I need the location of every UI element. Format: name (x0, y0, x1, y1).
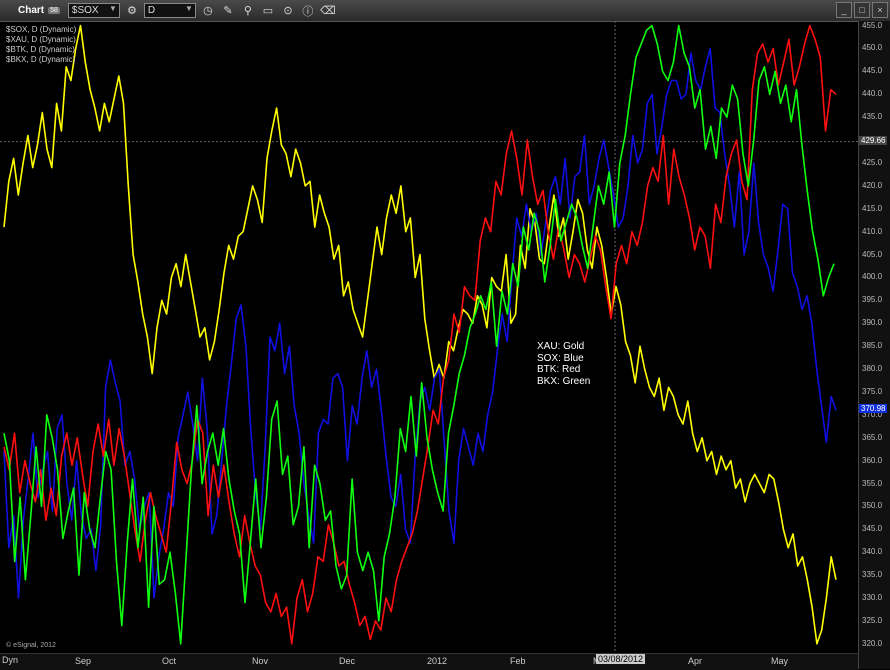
legend-item[interactable]: $BTK, D (Dynamic) (6, 45, 75, 54)
maximize-icon[interactable]: □ (854, 2, 870, 18)
y-tick-label: 365.0 (862, 432, 883, 442)
close-icon[interactable]: × (872, 2, 888, 18)
y-tick-label: 410.0 (862, 226, 883, 236)
price-tag: 429.66 (859, 135, 888, 145)
y-tick-label: 360.0 (862, 455, 883, 465)
y-tick-label: 375.0 (862, 386, 883, 396)
note-line: BKX: Green (537, 375, 591, 387)
chart-toolbar: Chart 58 $SOX ▼ ⚙ D ▼ ◷ ✎ ⚲ ▭ ⊙ ⓘ ⌫ _ □ × (0, 0, 890, 22)
minimize-icon[interactable]: _ (836, 2, 852, 18)
y-tick-label: 400.0 (862, 272, 883, 282)
info-icon[interactable]: ⓘ (302, 5, 314, 18)
y-tick-label: 405.0 (862, 249, 883, 259)
time-icon[interactable]: ◷ (203, 5, 213, 17)
x-tick-label: Nov (252, 656, 269, 666)
y-tick-label: 320.0 (862, 638, 883, 648)
legend-item[interactable]: $XAU, D (Dynamic) (6, 35, 76, 44)
y-tick-label: 440.0 (862, 89, 883, 99)
x-tick-label: 2012 (427, 656, 448, 666)
y-tick-label: 455.0 (862, 20, 883, 30)
chevron-down-icon: ▼ (185, 4, 193, 13)
symbol-input[interactable]: $SOX ▼ (67, 3, 120, 18)
y-tick-label: 450.0 (862, 43, 883, 53)
y-tick-label: 390.0 (862, 318, 883, 328)
dynamic-label[interactable]: Dyn (2, 655, 19, 665)
series-line-btk (3, 24, 837, 645)
window-badge: 58 (48, 7, 60, 14)
copyright-text: © eSignal, 2012 (6, 642, 56, 649)
x-tick-label: Oct (162, 656, 177, 666)
y-tick-label: 355.0 (862, 478, 883, 488)
y-tick-label: 385.0 (862, 341, 883, 351)
link-icon[interactable]: ⚲ (243, 5, 252, 17)
y-tick-label: 370.0 (862, 409, 883, 419)
cursor-date-tag: 03/08/2012 (596, 654, 646, 664)
play-icon[interactable]: ⊙ (283, 5, 293, 17)
template-icon[interactable]: ▭ (262, 5, 274, 17)
y-tick-label: 325.0 (862, 615, 883, 625)
y-tick-label: 415.0 (862, 203, 883, 213)
symbol-settings-icon[interactable]: ⚙ (126, 5, 137, 17)
x-tick-label: Feb (510, 656, 526, 666)
x-tick-label: Dec (339, 656, 356, 666)
x-tick-label: Apr (688, 656, 703, 666)
draw-pen-icon[interactable]: ✎ (223, 5, 233, 17)
y-tick-label: 380.0 (862, 364, 883, 374)
y-tick-label: 345.0 (862, 524, 883, 534)
note-line: BTK: Red (537, 364, 581, 375)
y-tick-label: 335.0 (862, 570, 883, 580)
legend-item[interactable]: $SOX, D (Dynamic) (6, 25, 77, 34)
window-controls: _ □ × (836, 2, 888, 18)
legend-item[interactable]: $BKX, D (Dynamic) (6, 55, 76, 64)
symbol-value: $SOX (71, 5, 99, 16)
y-tick-label: 425.0 (862, 157, 883, 167)
y-tick-label: 435.0 (862, 112, 883, 122)
y-tick-label: 330.0 (862, 593, 883, 603)
interval-select[interactable]: D ▼ (143, 3, 196, 18)
series-line-bkx (3, 24, 835, 645)
series-line-xau (3, 24, 837, 645)
interval-value: D (147, 5, 156, 16)
eraser-icon[interactable]: ⌫ (320, 5, 336, 17)
y-tick-label: 350.0 (862, 501, 883, 511)
chevron-down-icon: ▼ (109, 4, 117, 13)
price-axis (858, 21, 890, 669)
y-tick-label: 395.0 (862, 295, 883, 305)
window-title: Chart (18, 5, 45, 16)
note-line: SOX: Blue (537, 352, 584, 364)
price-tag: 370.98 (859, 404, 888, 414)
y-tick-label: 445.0 (862, 66, 883, 76)
x-tick-label: May (771, 656, 789, 666)
y-tick-label: 420.0 (862, 180, 883, 190)
line-chart[interactable] (0, 21, 858, 653)
y-tick-label: 340.0 (862, 547, 883, 557)
x-tick-label: Sep (75, 656, 92, 666)
note-line: XAU: Gold (537, 341, 585, 352)
